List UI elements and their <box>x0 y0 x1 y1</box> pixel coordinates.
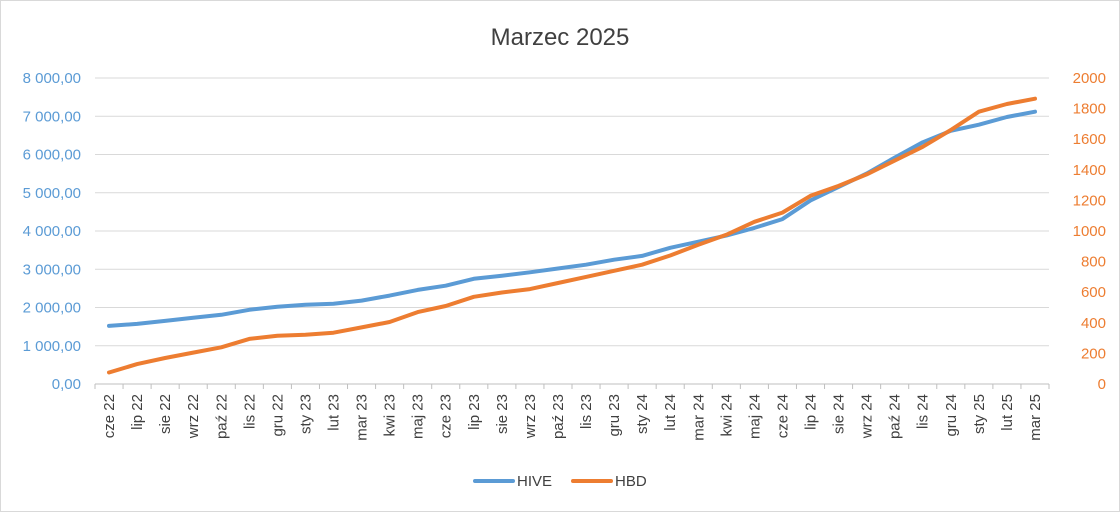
x-tick-label: sie 23 <box>494 394 511 434</box>
x-tick-label: wrz 24 <box>859 394 876 439</box>
left-y-axis: 0,00 1 000,00 2 000,00 3 000,00 4 000,00 5 00… <box>23 70 81 393</box>
x-tick-label: kwi 24 <box>718 394 735 437</box>
legend-label-hbd: HBD <box>615 473 647 490</box>
left-tick-label: 3 000,00 <box>23 261 81 278</box>
x-tick-label: sty 24 <box>634 394 651 434</box>
x-tick-label: maj 24 <box>746 394 763 439</box>
x-tick-label: cze 24 <box>774 394 791 438</box>
x-tick-label: wrz 23 <box>522 394 539 439</box>
x-tick-label: paź 22 <box>213 394 230 439</box>
x-tick-label: sty 23 <box>297 394 314 434</box>
x-tick-label: gru 23 <box>606 394 623 437</box>
series-line-hive <box>107 109 1037 328</box>
right-tick-label: 400 <box>1081 315 1106 332</box>
x-tick-label: lut 24 <box>662 394 679 431</box>
x-tick-label: gru 24 <box>943 394 960 437</box>
x-tick-label: sie 24 <box>831 394 848 434</box>
x-tick-label: cze 22 <box>101 394 118 438</box>
x-tick-label: cze 23 <box>438 394 455 438</box>
right-tick-label: 1400 <box>1073 162 1106 179</box>
x-tick-label: lut 23 <box>326 394 343 431</box>
legend: HIVE HBD <box>473 473 647 490</box>
x-tick-label: paź 24 <box>887 394 904 439</box>
right-tick-label: 0 <box>1098 376 1106 393</box>
series-lines <box>107 96 1037 375</box>
right-tick-label: 1200 <box>1073 192 1106 209</box>
right-tick-label: 800 <box>1081 254 1106 271</box>
left-tick-label: 7 000,00 <box>23 108 81 125</box>
x-tick-label: lis 24 <box>915 394 932 429</box>
right-tick-label: 1800 <box>1073 101 1106 118</box>
left-tick-label: 4 000,00 <box>23 223 81 240</box>
x-tick-label: gru 22 <box>269 394 286 437</box>
chart-title: Marzec 2025 <box>491 24 630 51</box>
x-axis: cze 22 lip 22 sie 22 wrz 22 paź 22 lis 22 gru … <box>94 383 1050 441</box>
x-tick-label: wrz 22 <box>185 394 202 439</box>
right-tick-label: 600 <box>1081 284 1106 301</box>
x-tick-label: maj 23 <box>410 394 427 439</box>
x-tick-label: lis 23 <box>578 394 595 429</box>
right-tick-label: 2000 <box>1073 70 1106 87</box>
x-tick-label: lip 23 <box>466 394 483 430</box>
x-tick-label: sie 22 <box>157 394 174 434</box>
left-tick-label: 0,00 <box>52 376 81 393</box>
legend-label-hive: HIVE <box>517 473 552 490</box>
gridlines <box>95 77 1049 385</box>
x-tick-label: mar 23 <box>354 394 371 441</box>
left-tick-label: 6 000,00 <box>23 147 81 164</box>
x-tick-label: lip 24 <box>803 394 820 430</box>
x-tick-label: kwi 23 <box>382 394 399 437</box>
x-tick-label: lip 22 <box>129 394 146 430</box>
x-tick-label: lis 22 <box>241 394 258 429</box>
x-tick-label: mar 25 <box>1027 394 1044 441</box>
right-y-axis: 0 200 400 600 800 1000 1200 1400 1600 1800 2000 <box>1073 70 1106 393</box>
x-tick-label: sty 25 <box>971 394 988 434</box>
x-tick-label: mar 24 <box>690 394 707 441</box>
left-tick-label: 8 000,00 <box>23 70 81 87</box>
x-tick-label: lut 25 <box>999 394 1016 431</box>
left-tick-label: 2 000,00 <box>23 300 81 317</box>
right-tick-label: 1000 <box>1073 223 1106 240</box>
series-line-hbd <box>107 96 1037 375</box>
right-tick-label: 200 <box>1081 345 1106 362</box>
left-tick-label: 5 000,00 <box>23 185 81 202</box>
left-tick-label: 1 000,00 <box>23 338 81 355</box>
x-tick-label: paź 23 <box>550 394 567 439</box>
right-tick-label: 1600 <box>1073 131 1106 148</box>
